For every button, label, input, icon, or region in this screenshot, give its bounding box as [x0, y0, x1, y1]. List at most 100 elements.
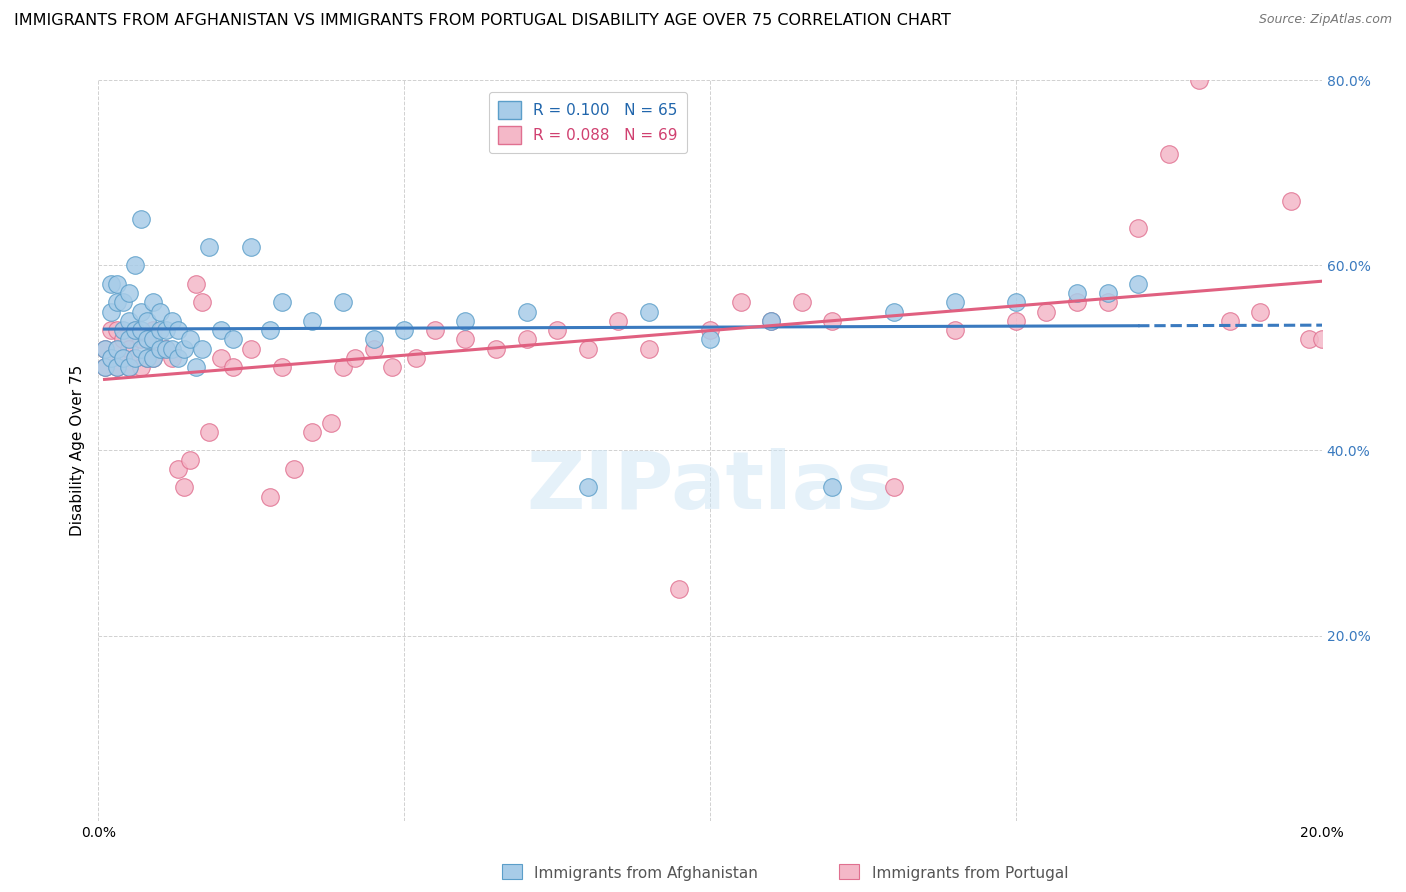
Point: [240, 342, 263, 356]
Point: [405, 351, 427, 365]
Point: [1004, 314, 1026, 328]
Point: [100, 304, 122, 318]
Point: [124, 323, 146, 337]
Point: [730, 295, 752, 310]
Point: [191, 295, 214, 310]
Point: [93, 360, 115, 375]
Point: [1004, 295, 1026, 310]
Point: [259, 323, 281, 337]
Point: [637, 342, 661, 356]
Point: [179, 452, 201, 467]
Point: [1066, 295, 1088, 310]
Point: [93, 342, 115, 356]
Point: [668, 582, 690, 597]
Point: [111, 351, 134, 365]
Point: [105, 295, 128, 310]
Point: [454, 333, 477, 347]
Point: [209, 323, 232, 337]
Point: [105, 360, 128, 375]
Point: [105, 342, 128, 356]
Point: [485, 342, 508, 356]
Point: [240, 240, 263, 254]
Point: [105, 323, 128, 337]
Point: [1188, 73, 1211, 87]
Point: [136, 351, 159, 365]
Point: [576, 342, 599, 356]
Point: [100, 351, 122, 365]
Point: [516, 304, 538, 318]
Legend: R = 0.100   N = 65, R = 0.088   N = 69: R = 0.100 N = 65, R = 0.088 N = 69: [489, 92, 686, 153]
Point: [136, 351, 159, 365]
Point: [1219, 314, 1241, 328]
Point: [1128, 277, 1150, 291]
Point: [105, 277, 128, 291]
Point: [142, 323, 165, 337]
Point: [111, 323, 134, 337]
Point: [363, 333, 385, 347]
Point: [1157, 147, 1180, 161]
Point: [155, 323, 177, 337]
Point: [332, 360, 354, 375]
Point: [209, 351, 232, 365]
Point: [129, 323, 152, 337]
Point: [186, 277, 208, 291]
Point: [222, 360, 245, 375]
Point: [821, 314, 844, 328]
Point: [93, 342, 115, 356]
Point: [100, 323, 122, 337]
Point: [129, 333, 152, 347]
Text: IMMIGRANTS FROM AFGHANISTAN VS IMMIGRANTS FROM PORTUGAL DISABILITY AGE OVER 75 C: IMMIGRANTS FROM AFGHANISTAN VS IMMIGRANT…: [14, 13, 950, 29]
Point: [129, 360, 152, 375]
Point: [821, 481, 844, 495]
Point: [943, 295, 966, 310]
Point: [1128, 221, 1150, 235]
Point: [118, 342, 141, 356]
Point: [155, 342, 177, 356]
Point: [160, 351, 183, 365]
Point: [454, 314, 477, 328]
Point: [363, 342, 385, 356]
Point: [259, 490, 281, 504]
Y-axis label: Disability Age Over 75: Disability Age Over 75: [70, 365, 86, 536]
Point: [124, 351, 146, 365]
Bar: [502, 863, 522, 880]
Point: [129, 342, 152, 356]
Point: [173, 342, 195, 356]
Point: [423, 323, 446, 337]
Point: [149, 304, 172, 318]
Point: [142, 351, 165, 365]
Point: [173, 481, 195, 495]
Point: [381, 360, 404, 375]
Point: [155, 342, 177, 356]
Point: [160, 314, 183, 328]
Point: [301, 425, 323, 439]
Bar: [839, 863, 859, 880]
Point: [167, 323, 190, 337]
Point: [142, 295, 165, 310]
Point: [1097, 286, 1119, 301]
Point: [136, 333, 159, 347]
Point: [1066, 286, 1088, 301]
Point: [93, 360, 115, 375]
Point: [149, 342, 172, 356]
Point: [124, 323, 146, 337]
Point: [149, 323, 172, 337]
Point: [1298, 333, 1320, 347]
Point: [136, 314, 159, 328]
Point: [118, 314, 141, 328]
Point: [118, 360, 141, 375]
Point: [270, 295, 292, 310]
Point: [699, 323, 721, 337]
Point: [301, 314, 323, 328]
Point: [759, 314, 782, 328]
Text: Immigrants from Afghanistan: Immigrants from Afghanistan: [534, 866, 758, 881]
Point: [111, 351, 134, 365]
Point: [191, 342, 214, 356]
Point: [118, 286, 141, 301]
Point: [179, 333, 201, 347]
Point: [105, 342, 128, 356]
Point: [516, 333, 538, 347]
Text: Source: ZipAtlas.com: Source: ZipAtlas.com: [1258, 13, 1392, 27]
Point: [124, 351, 146, 365]
Point: [197, 240, 219, 254]
